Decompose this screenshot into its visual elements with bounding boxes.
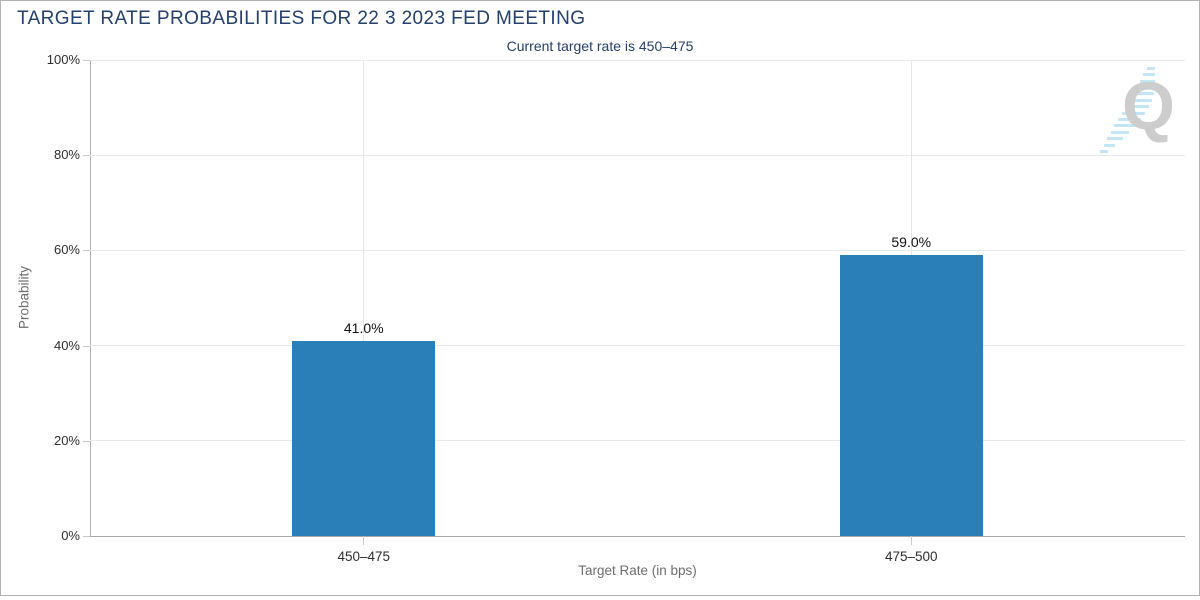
x-tick-label: 475–500 [884, 549, 938, 564]
watermark-dash [1139, 79, 1156, 83]
plot-area: 41.0% 450–475 59.0% 475–500 Target Rate (in … [90, 59, 1185, 578]
watermark-dash [1107, 137, 1123, 141]
x-tick-mark [363, 536, 365, 545]
x-tick-mark [910, 536, 912, 545]
watermark-dash [1110, 130, 1130, 134]
watermark-dash [1121, 111, 1146, 115]
y-tick-label: 60% [53, 242, 80, 258]
x-axis-line [90, 536, 1185, 537]
gridline-h [90, 440, 1185, 442]
y-tick-mark [83, 440, 90, 442]
chart-subtitle: Current target rate is 450–475 [506, 38, 694, 54]
watermark-dash [1103, 143, 1116, 147]
bar[interactable] [292, 340, 436, 536]
gridline-h [90, 249, 1185, 251]
x-tick-label: 450–475 [337, 549, 391, 564]
y-tick-label: 20% [53, 432, 80, 448]
watermark-dash [1125, 105, 1150, 109]
watermark-q-icon: Q [1122, 68, 1175, 144]
watermark-logo: Q [1098, 60, 1198, 158]
watermark-dash [1146, 66, 1155, 70]
y-axis-line [90, 60, 91, 536]
bar[interactable] [839, 255, 983, 536]
y-tick-label: 40% [53, 337, 80, 353]
gridline-h [90, 59, 1185, 61]
gridline-h [90, 345, 1185, 347]
watermark-dash [1136, 86, 1155, 89]
y-tick-mark [83, 250, 90, 252]
y-axis-title: Probability [16, 265, 32, 330]
y-tick-mark [83, 345, 90, 347]
value-label: 59.0% [891, 234, 932, 251]
y-tick-mark [83, 155, 90, 157]
y-tick-label: 80% [53, 147, 80, 163]
watermark-dash [1132, 92, 1154, 96]
x-axis-title: Target Rate (in bps) [578, 563, 697, 578]
y-tick-label: 0% [61, 528, 80, 543]
gridline-v [363, 60, 365, 536]
watermark-dash [1128, 98, 1152, 102]
y-tick-label: 100% [46, 52, 80, 67]
y-tick-mark [83, 536, 90, 537]
value-label: 41.0% [343, 319, 384, 336]
page-title: TARGET RATE PROBABILITIES FOR 22 3 2023 … [17, 8, 586, 29]
gridline-h [90, 154, 1185, 156]
watermark-dash [1118, 118, 1141, 121]
watermark-dash [1143, 73, 1156, 77]
y-tick-mark [83, 60, 90, 61]
watermark-dash [1100, 150, 1108, 153]
watermark-dash [1114, 124, 1136, 128]
